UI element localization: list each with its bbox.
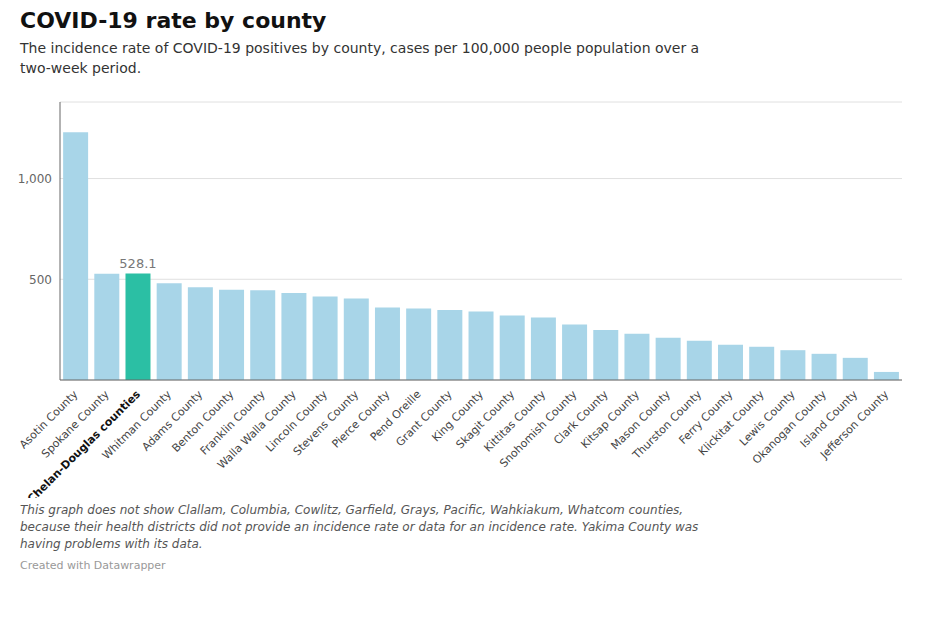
svg-text:Thurston County: Thurston County	[630, 387, 705, 462]
html-text:Created with Datawrapper: Created with Datawrapper	[20, 558, 166, 572]
svg-text:Grant County: Grant County	[393, 387, 455, 450]
svg-text:Spokane County: Spokane County	[38, 387, 112, 461]
html-text:This graph does not show Clall: This graph does not show Clallam, Columb…	[20, 503, 699, 551]
svg-text:500: 500	[29, 273, 52, 287]
svg-text:Okanogan County: Okanogan County	[750, 387, 829, 467]
svg-text:Kittitas County: Kittitas County	[481, 387, 549, 455]
svg-text:Skagit County: Skagit County	[453, 387, 518, 452]
svg-text:Pierce County: Pierce County	[329, 387, 393, 451]
svg-text:Kitsap County: Kitsap County	[578, 387, 642, 452]
svg-text:528.1: 528.1	[119, 256, 156, 271]
svg-text:Adams County: Adams County	[139, 387, 206, 454]
svg-text:Jefferson County: Jefferson County	[817, 388, 892, 463]
svg-text:Klickitat County: Klickitat County	[696, 387, 767, 459]
svg-text:Lewis County: Lewis County	[736, 387, 798, 449]
html-text:COVID-19 rate by county: COVID-19 rate by county	[20, 8, 327, 33]
svg-text:Walla Walla County: Walla Walla County	[214, 387, 299, 472]
svg-text:King County: King County	[429, 387, 486, 445]
svg-text:Mason County: Mason County	[608, 387, 674, 453]
svg-text:Island County: Island County	[797, 387, 861, 451]
svg-text:Ferry County: Ferry County	[676, 387, 736, 447]
svg-text:Pend Oreille: Pend Oreille	[367, 387, 424, 444]
svg-text:1,000: 1,000	[18, 172, 52, 186]
svg-text:Lincoln County: Lincoln County	[263, 387, 330, 455]
svg-text:Stevens County: Stevens County	[290, 387, 362, 459]
svg-text:Clark County: Clark County	[551, 387, 611, 448]
html-text:The incidence rate of COVID-19: The incidence rate of COVID-19 positives…	[20, 40, 700, 76]
svg-text:Snohomish County: Snohomish County	[497, 387, 580, 471]
svg-text:Benton County: Benton County	[169, 387, 237, 456]
svg-text:Whitman County: Whitman County	[99, 387, 175, 463]
svg-text:Asotin County: Asotin County	[16, 387, 81, 452]
svg-text:Franklin County: Franklin County	[197, 387, 268, 458]
